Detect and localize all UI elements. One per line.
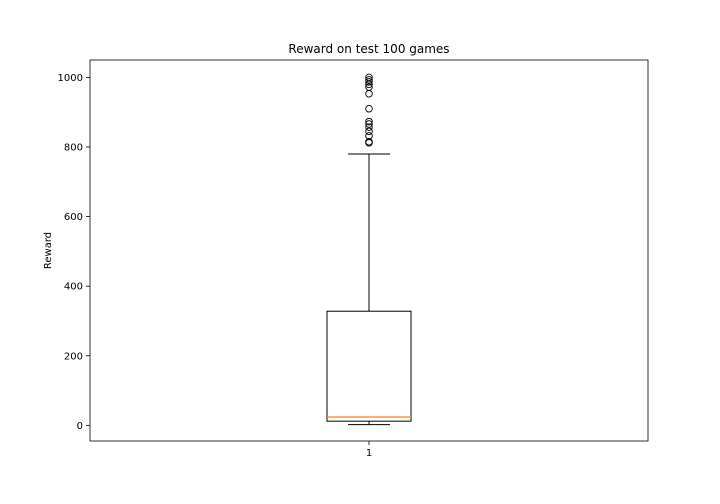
x-tick-label: 1	[366, 448, 372, 459]
outlier-point	[365, 132, 373, 140]
box-plot-group	[326, 73, 412, 426]
outlier-point	[365, 123, 373, 131]
y-tick-label: 600	[64, 212, 83, 223]
box-plot-1	[326, 73, 412, 426]
outlier-point	[365, 138, 373, 146]
outlier-point	[365, 117, 373, 126]
y-axis-ticks: 0 200 400 600 800 1000	[58, 73, 90, 432]
outlier-point	[365, 83, 373, 91]
y-tick-label: 0	[77, 421, 83, 432]
y-tick-label: 200	[64, 351, 83, 362]
outlier-point	[365, 127, 373, 136]
x-axis-ticks: 1	[366, 441, 372, 459]
chart-title: Reward on test 100 games	[288, 42, 449, 56]
outlier-point	[365, 120, 373, 128]
outlier-point	[365, 90, 373, 98]
outlier-point	[365, 73, 373, 82]
y-tick-label: 400	[64, 282, 83, 293]
y-axis-label: Reward	[43, 232, 54, 269]
box-iqr	[326, 310, 412, 422]
outlier-point	[365, 104, 373, 113]
outlier-point	[365, 78, 373, 86]
y-tick-label: 1000	[58, 73, 83, 84]
outlier-point	[365, 76, 373, 84]
y-tick-label: 800	[64, 142, 83, 153]
